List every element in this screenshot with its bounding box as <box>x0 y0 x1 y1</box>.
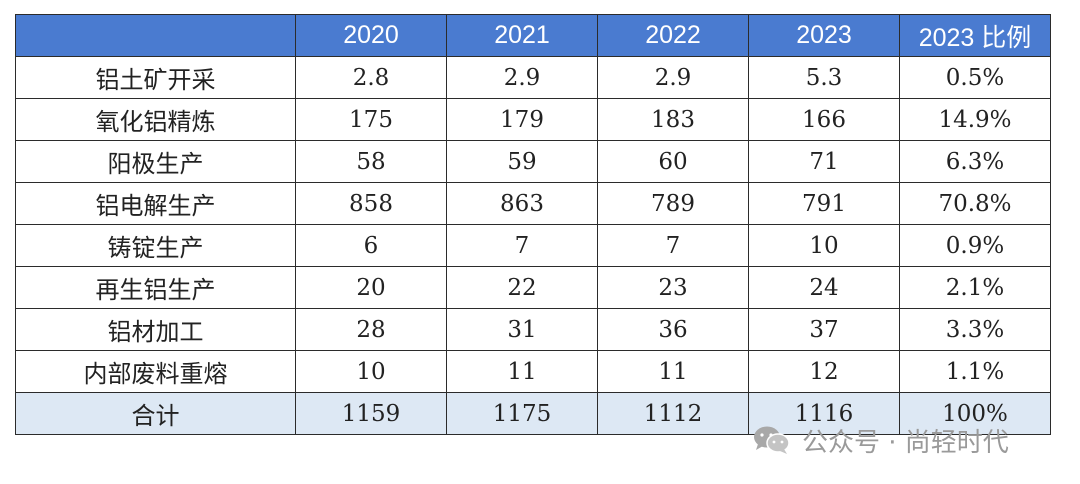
value-cell: 0.9% <box>899 224 1051 267</box>
header-cell: 2023 比例 <box>899 14 1051 57</box>
value-cell: 36 <box>597 308 749 351</box>
header-cell <box>15 14 296 57</box>
table-row: 铝电解生产 858 863 789 791 70.8% <box>15 182 1051 225</box>
value-cell: 24 <box>748 266 900 309</box>
header-row: 2020 2021 2022 2023 2023 比例 <box>15 14 1051 57</box>
table-row: 铝材加工 28 31 36 37 3.3% <box>15 308 1051 351</box>
value-cell: 22 <box>446 266 598 309</box>
value-cell: 23 <box>597 266 749 309</box>
value-cell: 58 <box>295 140 447 183</box>
value-cell: 14.9% <box>899 98 1051 141</box>
value-cell: 863 <box>446 182 598 225</box>
value-cell: 0.5% <box>899 56 1051 99</box>
table-row: 氧化铝精炼 175 179 183 166 14.9% <box>15 98 1051 141</box>
value-cell: 2.1% <box>899 266 1051 309</box>
row-label-cell: 铝土矿开采 <box>15 56 296 99</box>
row-label-cell: 铝电解生产 <box>15 182 296 225</box>
value-cell: 1159 <box>295 392 447 435</box>
watermark: 公众号 · 尚轻时代 <box>752 422 1009 458</box>
row-label-cell: 阳极生产 <box>15 140 296 183</box>
row-label-cell: 氧化铝精炼 <box>15 98 296 141</box>
value-cell: 2.9 <box>446 56 598 99</box>
value-cell: 10 <box>295 350 447 393</box>
value-cell: 31 <box>446 308 598 351</box>
table-row: 再生铝生产 20 22 23 24 2.1% <box>15 266 1051 309</box>
value-cell: 12 <box>748 350 900 393</box>
value-cell: 3.3% <box>899 308 1051 351</box>
watermark-text: 公众号 · 尚轻时代 <box>802 427 1009 458</box>
value-cell: 6.3% <box>899 140 1051 183</box>
value-cell: 183 <box>597 98 749 141</box>
value-cell: 71 <box>748 140 900 183</box>
value-cell: 10 <box>748 224 900 267</box>
table-row: 阳极生产 58 59 60 71 6.3% <box>15 140 1051 183</box>
value-cell: 175 <box>295 98 447 141</box>
wechat-icon <box>752 424 792 456</box>
row-label-cell: 铝材加工 <box>15 308 296 351</box>
value-cell: 11 <box>446 350 598 393</box>
value-cell: 1.1% <box>899 350 1051 393</box>
value-cell: 858 <box>295 182 447 225</box>
value-cell: 28 <box>295 308 447 351</box>
row-label-cell: 内部废料重熔 <box>15 350 296 393</box>
table-row: 内部废料重熔 10 11 11 12 1.1% <box>15 350 1051 393</box>
value-cell: 789 <box>597 182 749 225</box>
value-cell: 59 <box>446 140 598 183</box>
header-cell: 2020 <box>295 14 447 57</box>
table-row: 铸锭生产 6 7 7 10 0.9% <box>15 224 1051 267</box>
value-cell: 7 <box>597 224 749 267</box>
data-table: 2020 2021 2022 2023 2023 比例 铝土矿开采 2.8 2.9 2… <box>15 14 1051 435</box>
value-cell: 1175 <box>446 392 598 435</box>
value-cell: 11 <box>597 350 749 393</box>
value-cell: 2.8 <box>295 56 447 99</box>
value-cell: 37 <box>748 308 900 351</box>
value-cell: 1112 <box>597 392 749 435</box>
table-row: 铝土矿开采 2.8 2.9 2.9 5.3 0.5% <box>15 56 1051 99</box>
value-cell: 2.9 <box>597 56 749 99</box>
value-cell: 6 <box>295 224 447 267</box>
value-cell: 7 <box>446 224 598 267</box>
value-cell: 179 <box>446 98 598 141</box>
row-label-cell: 合计 <box>15 392 296 435</box>
total-row: 合计 1159 1175 1112 1116 100% <box>15 392 1051 435</box>
row-label-cell: 再生铝生产 <box>15 266 296 309</box>
value-cell: 60 <box>597 140 749 183</box>
value-cell: 791 <box>748 182 900 225</box>
header-cell: 2022 <box>597 14 749 57</box>
row-label-cell: 铸锭生产 <box>15 224 296 267</box>
value-cell: 5.3 <box>748 56 900 99</box>
header-cell: 2021 <box>446 14 598 57</box>
value-cell: 166 <box>748 98 900 141</box>
header-cell: 2023 <box>748 14 900 57</box>
value-cell: 20 <box>295 266 447 309</box>
value-cell: 100% <box>899 392 1051 435</box>
value-cell: 70.8% <box>899 182 1051 225</box>
